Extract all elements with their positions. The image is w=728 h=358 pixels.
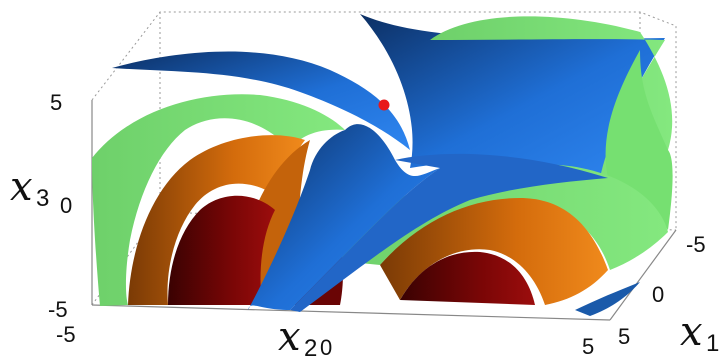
x1-ticks: -5 0 5 [618,232,706,349]
red-surface-left [168,195,275,305]
x2-tick-label: -5 [56,322,76,347]
x1-axis-label: x 1 [680,309,719,357]
green-surface-left [92,94,345,307]
x3-axis-var: x [10,164,33,210]
x3-axis-sub: 3 [36,185,49,212]
x2-axis-label: x 2 [278,314,317,358]
x2-axis-line [91,304,611,321]
blue-surface-saddle [360,14,665,178]
x3-axis-label: x 3 [10,164,49,212]
x1-tick-label: 5 [618,324,630,349]
x2-axis-var: x [278,314,301,358]
x1-axis-var: x [680,309,703,355]
x1-axis-sub: 1 [706,330,719,357]
x2-tick-label: 0 [320,335,332,358]
x3-tick-label: -5 [48,297,68,322]
x3-ticks: 5 0 -5 [48,90,72,322]
blue-surface-center [248,124,440,311]
orange-surface-right [380,198,608,305]
x1-axis-line [609,229,677,321]
x3-tick-label: 5 [50,90,62,115]
blue-surface-center-right [290,153,608,312]
x2-ticks: -5 0 5 [56,322,594,358]
x2-tick-label: 5 [582,334,594,358]
center-point-marker [378,99,390,111]
x1-tick-label: -5 [686,232,706,257]
x1-tick-label: 0 [652,282,664,307]
x2-axis-sub: 2 [304,335,317,358]
orange-surface-left [128,135,305,305]
blue-surface-back [112,51,410,150]
blue-surface-fragment [575,282,640,316]
x3-tick-label: 0 [60,193,72,218]
red-surface-right [400,251,535,305]
green-surface-front [330,164,668,270]
green-surface-right [560,50,673,230]
